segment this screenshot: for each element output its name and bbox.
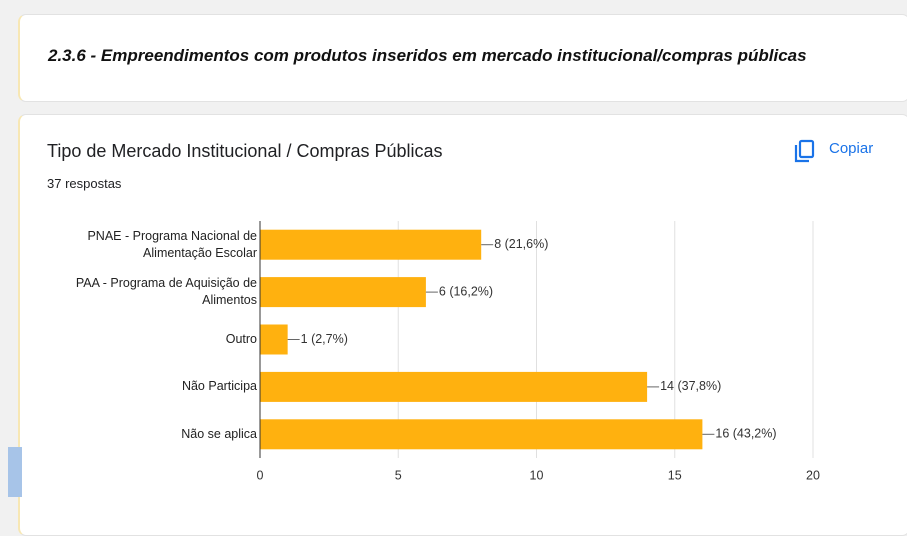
value-label: 8 (21,6%) <box>494 237 548 251</box>
bar <box>260 229 482 260</box>
section-card <box>18 14 907 102</box>
side-marker <box>8 447 22 497</box>
chart: 0 5 10 15 20 8 (21,6%) 6 (16,2%) 1 (2,7%) 14 (37… <box>257 221 820 482</box>
bar <box>260 324 288 355</box>
bar <box>260 419 703 450</box>
bar <box>260 277 426 308</box>
y-tick-label: PNAE - Programa Nacional de Alimentação … <box>87 228 257 260</box>
x-tick-label: 15 <box>668 468 682 482</box>
y-tick-label: PAA - Programa de Aquisição de Alimentos <box>75 276 257 308</box>
bar <box>260 371 648 402</box>
value-label: 14 (37,8%) <box>660 379 721 393</box>
copy-button[interactable]: Copiar <box>829 140 874 157</box>
y-tick-label: Não Participa <box>181 379 257 394</box>
chart-card <box>18 114 907 536</box>
value-label: 6 (16,2%) <box>439 284 493 298</box>
section-title: 2.3.6 - Empreendimentos com produtos ins… <box>48 46 807 65</box>
chart-subtitle: 37 respostas <box>47 176 122 191</box>
x-tick-label: 10 <box>530 468 544 482</box>
x-tick-label: 20 <box>806 468 820 482</box>
y-tick-label: Não se aplica <box>181 426 257 441</box>
copy-icon[interactable] <box>794 139 816 163</box>
page: 2.3.6 - Empreendimentos com produtos ins… <box>8 14 907 536</box>
chart-title: Tipo de Mercado Institucional / Compras … <box>47 141 443 161</box>
value-label: 1 (2,7%) <box>301 332 348 346</box>
x-tick-label: 0 <box>257 468 264 482</box>
y-tick-label: Outro <box>225 332 257 346</box>
x-tick-label: 5 <box>395 468 402 482</box>
value-label: 16 (43,2%) <box>715 427 776 441</box>
